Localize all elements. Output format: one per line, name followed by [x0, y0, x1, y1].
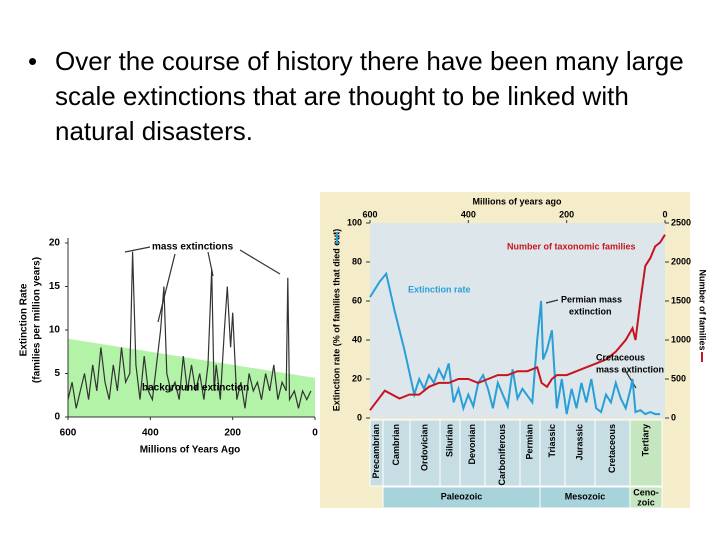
y-axis-label: (families per million years)	[32, 257, 43, 383]
y2-axis-label: Number of families	[698, 269, 708, 350]
x-tick-label: 200	[224, 428, 241, 439]
y2-tick-label: 1000	[671, 334, 691, 344]
x-tick-label: 200	[559, 209, 574, 219]
era-label: zoic	[637, 497, 655, 507]
period-label: Ordovician	[419, 424, 429, 471]
line	[369, 271, 661, 416]
y-tick-label: 5	[54, 368, 60, 379]
period-label: Carboniferous	[497, 424, 507, 486]
annotation: extinction	[569, 306, 612, 316]
period-label: Triassic	[547, 424, 557, 458]
y-tick-label: 100	[347, 217, 362, 227]
y2-tick-label: 2000	[671, 256, 691, 266]
annotation: mass extinctions	[152, 242, 234, 253]
series-label: Extinction rate	[408, 284, 471, 294]
chart-title: Millions of years ago	[472, 196, 562, 206]
x-tick-label: 400	[461, 209, 476, 219]
annotation: mass extinction	[596, 364, 664, 374]
period-cell	[484, 419, 521, 487]
y-tick-label: 20	[49, 238, 61, 249]
annotation: Permian mass	[561, 294, 622, 304]
annotation: background extinction	[142, 383, 249, 394]
x-tick-label: 600	[362, 209, 377, 219]
era-cell	[629, 486, 663, 509]
bullet-text: Over the course of history there have be…	[55, 46, 684, 146]
period-label: Devonian	[467, 424, 477, 465]
y-axis-label: Extinction rate (% of families that died…	[331, 229, 341, 412]
bullet-dot: •	[28, 46, 38, 76]
arrow	[239, 249, 281, 275]
arrow	[624, 369, 637, 389]
series-label: Number of taxonomic families	[507, 241, 636, 251]
arrow	[157, 253, 176, 323]
y-tick-label: 40	[352, 334, 362, 344]
arrow	[124, 246, 151, 253]
period-cell	[594, 419, 631, 487]
line	[369, 234, 666, 411]
y2-tick-label: 500	[671, 373, 686, 383]
x-tick-label: 600	[60, 428, 77, 439]
period-cell	[409, 419, 441, 487]
period-label: Cretaceous	[607, 424, 617, 473]
x-tick-label: 0	[662, 209, 667, 219]
arrows	[124, 246, 637, 389]
period-label: Jurassic	[574, 424, 584, 461]
era-label: Mesozoic	[565, 491, 606, 501]
x-tick-label: 0	[312, 428, 318, 439]
y-tick-label: 10	[49, 325, 61, 336]
y-tick-label: 0	[54, 412, 60, 423]
period-cell	[564, 419, 596, 487]
y-tick-label: 15	[49, 281, 61, 292]
period-cell	[539, 419, 566, 487]
period-cell	[629, 419, 663, 487]
y-tick-label: 60	[352, 295, 362, 305]
y-tick-label: 20	[352, 373, 362, 383]
y-tick-label: 0	[357, 412, 362, 422]
x-axis-label: Millions of Years Ago	[140, 445, 241, 456]
y-tick-label: 80	[352, 256, 362, 266]
period-label: Permian	[524, 424, 534, 460]
y2-tick-label: 2500	[671, 217, 691, 227]
period-label: Silurian	[444, 424, 454, 457]
y-axis-label: Extinction Rate	[19, 283, 30, 356]
period-label: Precambrian	[371, 424, 381, 479]
annotation: Cretaceous	[596, 352, 645, 362]
line	[67, 251, 312, 409]
y2-tick-label: 1500	[671, 295, 691, 305]
arrow	[545, 299, 559, 304]
bullet: • Over the course of history there have b…	[28, 44, 698, 149]
period-label: Cambrian	[391, 424, 401, 466]
period-cell	[459, 419, 486, 487]
x-tick-label: 400	[142, 428, 159, 439]
era-label: Paleozoic	[441, 491, 483, 501]
period-label: Tertiary	[640, 424, 650, 456]
y2-tick-label: 0	[671, 412, 676, 422]
chart2-plot-area	[370, 223, 665, 418]
era-label: Ceno-	[633, 487, 659, 497]
